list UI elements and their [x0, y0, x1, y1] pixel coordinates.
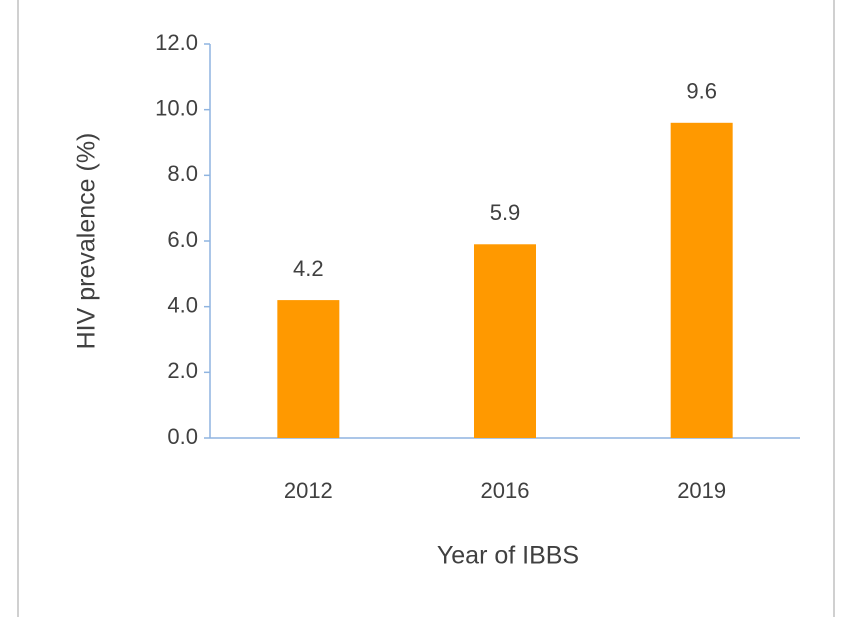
- bar: [670, 122, 733, 439]
- y-tick-label: 8.0: [167, 161, 198, 186]
- y-tick-label: 4.0: [167, 292, 198, 317]
- data-label: 4.2: [293, 256, 324, 281]
- y-tick-label: 10.0: [155, 95, 198, 120]
- x-tick-label: 2016: [481, 478, 530, 503]
- y-tick-label: 2.0: [167, 358, 198, 383]
- data-label: 5.9: [490, 200, 521, 225]
- y-tick-label: 6.0: [167, 227, 198, 252]
- x-tick-label: 2012: [284, 478, 333, 503]
- x-tick-label: 2019: [677, 478, 726, 503]
- x-axis-title: Year of IBBS: [437, 542, 579, 570]
- y-tick-label: 12.0: [155, 30, 198, 55]
- y-axis-title: HIV prevalence (%): [73, 133, 101, 350]
- bar: [277, 300, 340, 438]
- data-label: 9.6: [686, 79, 717, 104]
- y-tick-label: 0.0: [167, 424, 198, 449]
- bar: [474, 244, 536, 438]
